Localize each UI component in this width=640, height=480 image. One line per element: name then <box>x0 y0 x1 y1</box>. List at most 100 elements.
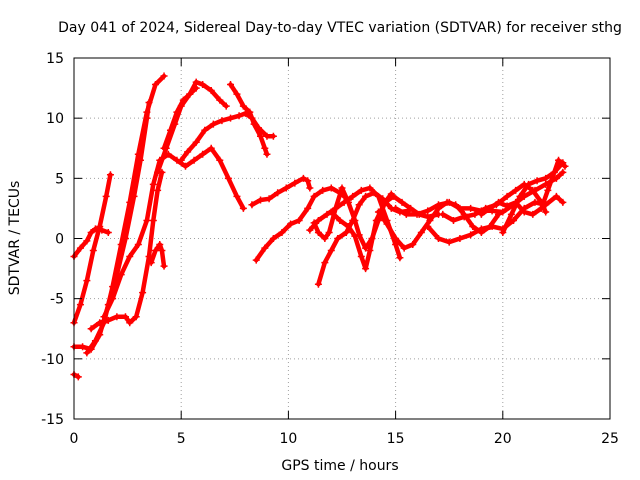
data-point <box>445 198 453 206</box>
data-point <box>486 204 494 212</box>
y-tick-label: -10 <box>41 352 64 368</box>
data-point <box>439 210 447 218</box>
data-point <box>400 244 408 252</box>
data-point <box>246 108 254 116</box>
chart-title: Day 041 of 2024, Sidereal Day-to-day VTE… <box>58 20 622 36</box>
series-arc-arc-5 <box>84 73 167 356</box>
series-points-arc-12 <box>227 80 271 158</box>
data-point <box>76 244 84 252</box>
data-point <box>154 168 162 176</box>
data-point <box>261 244 269 252</box>
data-point <box>227 80 235 88</box>
data-point <box>417 228 425 236</box>
data-point <box>287 220 295 228</box>
data-point <box>355 201 363 209</box>
data-point <box>224 174 232 182</box>
data-point <box>216 156 224 164</box>
data-point <box>477 225 485 233</box>
data-point <box>525 180 533 188</box>
data-point <box>512 186 520 194</box>
series-points-arc-6 <box>87 168 166 333</box>
data-point <box>456 235 464 242</box>
data-point <box>117 271 125 279</box>
data-point <box>199 150 207 158</box>
data-point <box>147 259 155 267</box>
data-point <box>413 210 421 218</box>
data-point <box>154 186 162 194</box>
data-point <box>460 213 468 221</box>
data-point <box>160 144 168 152</box>
data-point <box>134 150 142 158</box>
data-point <box>209 120 217 128</box>
data-point <box>424 207 432 215</box>
data-point <box>269 132 277 140</box>
data-point <box>396 254 404 262</box>
data-point <box>233 90 241 98</box>
data-point <box>113 313 121 321</box>
data-point <box>319 186 327 194</box>
x-tick-label: 10 <box>279 431 297 447</box>
data-point <box>544 186 552 194</box>
data-point <box>327 247 335 255</box>
series-arc-arc-10 <box>161 85 199 151</box>
data-point <box>186 90 194 98</box>
y-tick-label: 5 <box>55 171 64 187</box>
data-point <box>149 180 157 188</box>
data-point <box>529 210 537 218</box>
data-point <box>121 313 129 321</box>
data-point <box>362 244 370 252</box>
data-point <box>261 144 269 152</box>
series-points-arc-18 <box>327 192 442 273</box>
data-point <box>179 96 187 104</box>
data-point <box>469 222 477 230</box>
data-point <box>257 132 265 140</box>
data-point <box>83 349 91 357</box>
data-point <box>409 241 417 249</box>
data-point <box>79 343 87 351</box>
data-point <box>252 256 260 264</box>
data-point <box>199 80 207 88</box>
data-point <box>559 159 567 167</box>
data-point <box>503 192 511 200</box>
data-point <box>555 156 563 164</box>
data-point <box>334 235 342 242</box>
data-point <box>516 192 524 200</box>
data-point <box>510 216 518 224</box>
data-point <box>104 228 112 236</box>
data-point <box>192 138 200 146</box>
data-point <box>537 204 545 212</box>
data-point <box>222 102 230 110</box>
data-point <box>227 114 235 122</box>
data-point <box>407 204 415 212</box>
data-point <box>278 228 286 236</box>
data-point <box>184 148 192 156</box>
data-point <box>89 247 97 255</box>
data-series <box>70 72 569 381</box>
x-tick-label: 0 <box>70 431 79 447</box>
series-points-arc-7 <box>100 144 247 321</box>
data-point <box>295 216 303 224</box>
data-point <box>503 202 511 210</box>
data-point <box>533 177 541 185</box>
data-point <box>299 174 307 182</box>
data-point <box>76 301 84 309</box>
data-point <box>143 108 151 116</box>
data-point <box>314 228 322 236</box>
data-point <box>126 198 134 206</box>
data-point <box>362 265 370 273</box>
y-tick-label: -15 <box>41 412 64 428</box>
series-arc-arc-14 <box>253 185 351 263</box>
data-point <box>342 228 350 236</box>
x-tick-label: 5 <box>177 431 186 447</box>
data-point <box>263 132 271 140</box>
x-tick-label: 25 <box>601 431 619 447</box>
data-point <box>559 168 567 176</box>
x-axis-label: GPS time / hours <box>281 458 398 474</box>
data-point <box>207 86 215 94</box>
data-point <box>531 198 539 206</box>
data-point <box>552 192 560 200</box>
x-tick-label: 15 <box>387 431 405 447</box>
data-point <box>87 228 95 236</box>
data-point <box>269 235 277 242</box>
data-point <box>83 277 91 285</box>
